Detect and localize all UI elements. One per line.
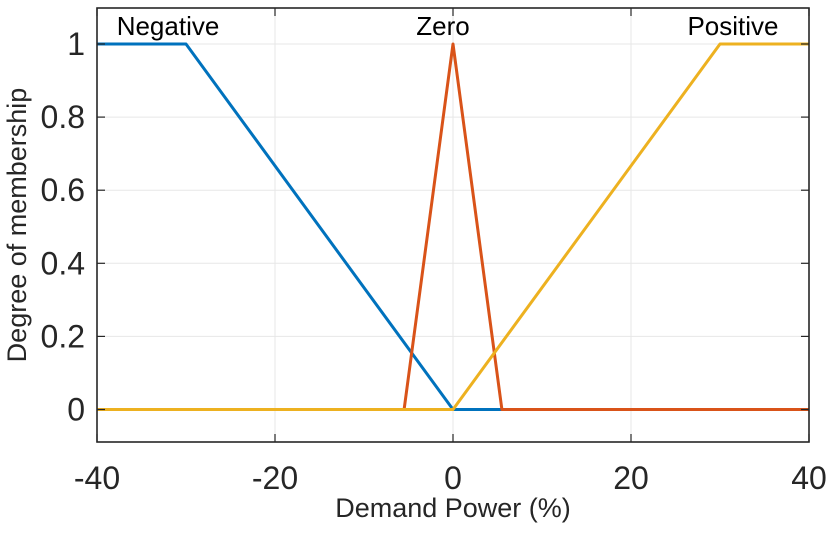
x-tick-label: -20 [252,460,298,496]
y-tick-label: 0.6 [41,172,85,208]
curve-positive [97,42,809,411]
x-tick-label: 0 [444,460,462,496]
curve-label-zero: Zero [416,11,469,41]
tick-marks [96,8,810,442]
y-tick-label: 0.8 [41,99,85,135]
x-tick-label: -40 [74,460,120,496]
y-tick-label: 0 [67,392,85,428]
y-tick-label: 1 [67,26,85,62]
membership-curves [97,42,809,411]
y-axis-label: Degree of membership [2,88,32,363]
curve-label-negative: Negative [117,11,220,41]
y-tick-labels: 0 0.2 0.4 0.6 0.8 1 [41,26,85,428]
curve-label-positive: Positive [687,11,778,41]
x-axis-label: Demand Power (%) [335,493,571,523]
x-tick-label: 20 [613,460,649,496]
y-tick-label: 0.2 [41,318,85,354]
curve-labels: Negative Zero Positive [117,11,779,41]
y-tick-label: 0.4 [41,245,85,281]
x-tick-label: 40 [791,460,827,496]
x-tick-labels: -40 -20 0 20 40 [74,460,827,496]
